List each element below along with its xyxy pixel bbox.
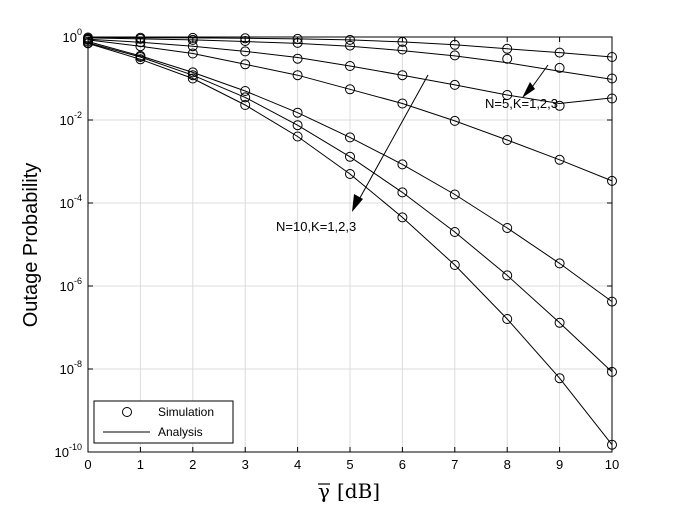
simulation-point-s6-x7 [449,227,460,237]
simulation-point-s7-x7 [449,260,460,270]
arrow-n5-head [522,82,535,98]
simulation-point-s2-x6 [397,44,408,55]
simulation-point-s1-x8 [502,43,513,54]
simulation-point-s5-x9 [554,258,565,269]
simulation-point-s7-x3 [240,100,251,110]
legend: Simulation Analysis [93,400,234,444]
simulation-point-s5-x4 [292,107,303,118]
x-tick-label-6: 6 [399,457,406,472]
arrow-n10-head [352,194,363,212]
x-tick-label-7: 7 [451,457,458,472]
plot-frame [87,36,613,453]
simulation-point-s3-x5 [345,61,355,71]
simulation-point-s6-x9 [554,317,565,328]
x-tick-label-1: 1 [137,457,144,472]
annotation-n5: N=5,K=1,2,3 [485,96,558,111]
grid [88,37,612,452]
simulation-point-s2-x2 [187,34,198,45]
simulation-point-s4-x9 [554,154,565,165]
simulation-point-s5-x8 [502,223,513,233]
simulation-point-s7-x5 [345,169,355,179]
simulation-point-s7-x2 [187,73,198,84]
x-tick-label-8: 8 [504,457,511,472]
analysis-curve-4 [87,39,613,182]
simulation-point-s5-x2 [187,67,198,78]
simulation-point-s1-x3 [240,33,251,44]
legend-marker-simulation [122,407,132,417]
simulation-point-s5-x5 [345,132,355,143]
simulation-point-s2-x8 [502,53,513,64]
simulation-point-s5-x7 [449,189,460,200]
simulation-point-s6-x4 [292,120,303,131]
x-tick-label-3: 3 [242,457,249,472]
simulation-point-s7-x8 [502,314,513,324]
analysis-curve-7 [87,42,613,446]
simulation-point-s7-x9 [554,373,565,384]
y-tick-label--8: 10-8 [60,359,82,377]
x-tick-label-0: 0 [84,457,91,472]
y-axis-label: Outage Probability [20,163,42,328]
simulation-point-s7-x4 [292,131,303,142]
simulation-point-s3-x7 [449,79,460,90]
x-tick-label-4: 4 [294,457,301,472]
simulation-point-s1-x9 [554,47,565,58]
simulation-point-s1-x5 [345,34,355,45]
analysis-curve-5 [87,41,613,303]
y-tick-label--4: 10-4 [60,193,82,211]
simulation-point-s1-x4 [292,33,303,44]
simulation-point-s3-x4 [292,53,303,64]
simulation-point-s6-x1 [135,52,146,62]
x-tick-label-5: 5 [346,457,353,472]
simulation-point-s3-x6 [397,70,408,81]
simulation-point-s2-x9 [554,62,565,73]
x-axis-label: γ [dB] [318,479,380,503]
analysis-curve-2 [87,37,613,80]
tick-labels: 0 1 2 3 4 5 6 7 8 9 10 100 10-2 10-4 10-6 10-8 10-10 [55,27,620,472]
legend-label-analysis: Analysis [158,425,203,439]
y-tick-label--10: 10-10 [55,442,82,460]
simulation-point-s6-x3 [240,92,251,103]
simulation-point-s4-x2 [187,48,198,59]
y-tick-label--6: 10-6 [60,276,82,294]
simulation-point-s2-x7 [449,50,460,61]
arrow-n5-line [529,64,549,91]
simulation-point-s4-x5 [345,84,355,95]
analysis-curve-3 [87,38,613,105]
simulation-point-s6-x6 [397,187,408,198]
simulation-point-s4-x6 [397,98,408,109]
x-label-unit: [dB] [337,479,380,503]
simulation-point-s4-x4 [292,70,303,81]
simulation-point-s5-x6 [397,159,408,170]
simulation-point-s6-x2 [187,70,198,81]
simulation-point-s4-x7 [449,115,460,126]
simulation-point-s4-x3 [240,59,251,70]
simulation-point-s5-x3 [240,86,251,96]
axes [87,36,613,453]
arrow-n10-line [355,74,429,206]
annotations: N=5,K=1,2,3 N=10,K=1,2,3 [276,64,558,234]
legend-box [93,400,234,444]
simulation-point-s4-x8 [502,135,513,145]
x-tick-label-9: 9 [556,457,563,472]
simulation-point-s7-x1 [135,54,146,65]
simulation-point-s3-x3 [240,46,251,57]
x-label-symbol: γ [318,479,330,503]
x-tick-label-2: 2 [189,457,196,472]
analysis-curve-6 [87,42,613,373]
simulation-point-s2-x1 [135,33,146,44]
simulation-point-s6-x5 [345,151,355,162]
annotation-n10: N=10,K=1,2,3 [276,219,356,234]
simulation-point-s6-x8 [502,270,513,281]
simulation-markers [83,32,617,450]
x-tick-label-10: 10 [605,457,619,472]
y-tick-label--2: 10-2 [60,110,82,128]
y-tick-label-0: 100 [63,27,82,45]
simulation-point-s3-x9 [554,100,565,111]
simulation-point-s7-x6 [397,212,408,223]
simulation-point-s3-x8 [502,90,513,100]
legend-label-simulation: Simulation [158,405,214,419]
